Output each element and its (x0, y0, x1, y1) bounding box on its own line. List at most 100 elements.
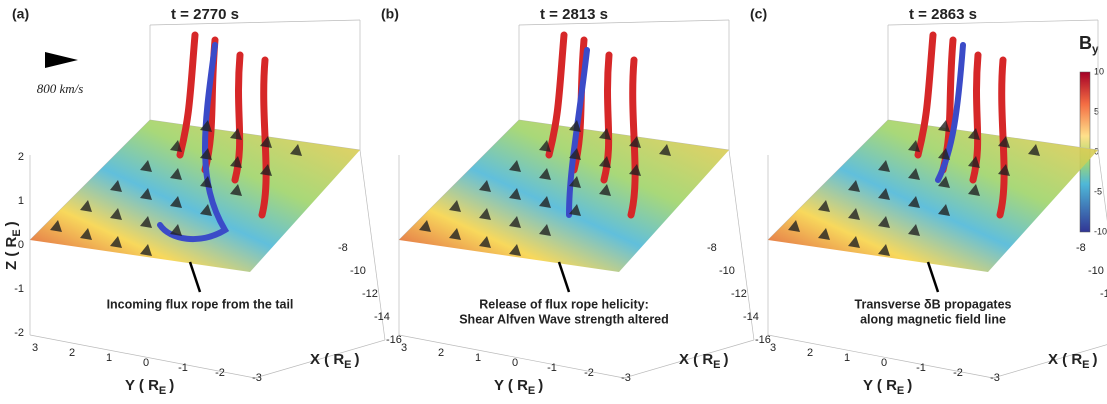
velocity-cone (659, 144, 671, 156)
velocity-cone (170, 196, 182, 208)
x-tick-label: -12 (362, 288, 378, 300)
x-tick-label: -14 (374, 311, 390, 323)
velocity-cone (230, 156, 242, 168)
velocity-cone (140, 160, 152, 172)
frame-line (767, 334, 994, 379)
scale-arrow (45, 52, 78, 68)
velocity-cone (170, 224, 182, 236)
axis-label-text: Y ( R (863, 377, 897, 394)
velocity-cone (938, 148, 950, 160)
y-tick-label: -1 (547, 362, 557, 374)
annotation-arrow (188, 261, 202, 293)
y-tick-label: -3 (252, 372, 262, 384)
velocity-cone (938, 120, 950, 132)
y-tick-label: -2 (953, 367, 963, 379)
colorbar-tick-label: 5 (1094, 106, 1099, 116)
velocity-cone (818, 200, 830, 212)
velocity-cone (848, 208, 860, 220)
x-tick-label: -12 (1100, 288, 1107, 300)
velocity-cone (509, 160, 521, 172)
panel-title: t = 2813 s (540, 6, 608, 23)
frame-line (518, 19, 730, 26)
velocity-cone (998, 136, 1010, 148)
axis-label: Z ( RE) (3, 221, 23, 270)
axis-label-sub: E (528, 385, 535, 397)
velocity-cone (968, 184, 980, 196)
velocity-cone (569, 120, 581, 132)
axis-label-text: X ( R (310, 351, 344, 368)
velocity-cone (80, 228, 92, 240)
panel-label: (a) (12, 6, 29, 22)
panel-label: (b) (381, 6, 399, 22)
x-tick-label: -16 (386, 334, 402, 346)
field-plane (399, 120, 729, 272)
frame-line (359, 149, 386, 341)
velocity-cone (80, 200, 92, 212)
z-tick-label: -2 (14, 327, 24, 339)
velocity-cone (569, 204, 581, 216)
velocity-cone (629, 164, 641, 176)
velocity-cone (140, 216, 152, 228)
velocity-cone (539, 196, 551, 208)
velocity-cone (968, 128, 980, 140)
axis-label-text: Y ( R (125, 377, 159, 394)
velocity-cone (200, 120, 212, 132)
velocity-cone (140, 188, 152, 200)
y-tick-label: -1 (916, 362, 926, 374)
velocity-cone (479, 236, 491, 248)
frame-line (149, 19, 361, 26)
velocity-cone (50, 220, 62, 232)
colorbar-title: By (1079, 33, 1099, 56)
y-tick-label: -2 (215, 367, 225, 379)
axis-label: Y ( RE) (125, 377, 174, 397)
panel-title: t = 2863 s (909, 6, 977, 23)
velocity-cone (788, 220, 800, 232)
y-tick-label: 2 (807, 347, 813, 359)
velocity-cone (230, 184, 242, 196)
y-tick-label: 2 (69, 347, 75, 359)
velocity-cone (419, 220, 431, 232)
scale-label: 800 km/s (37, 81, 84, 96)
velocity-cone (170, 140, 182, 152)
y-tick-label: 2 (438, 347, 444, 359)
velocity-cone (200, 176, 212, 188)
labels: Y ( RE)X ( RE) (863, 351, 1098, 397)
panel: (b) t = 2813 s Release of flux rope helici… (381, 6, 771, 384)
frame-line (254, 339, 386, 379)
axis-label-close: ) (538, 377, 543, 394)
velocity-cone (878, 188, 890, 200)
velocity-cone (569, 148, 581, 160)
z-tick-label: -1 (14, 283, 24, 295)
velocity-cone (170, 168, 182, 180)
velocity-cone (629, 136, 641, 148)
velocity-cone (509, 244, 521, 256)
axis-label-close: ) (1093, 351, 1098, 368)
axis-label-text: Y ( R (494, 377, 528, 394)
annotation: Incoming flux rope from the tail (107, 297, 294, 311)
annotation: Shear Alfven Wave strength altered (459, 312, 669, 326)
y-tick-label: -2 (584, 367, 594, 379)
y-tick-label: 1 (106, 352, 112, 364)
velocity-cone (878, 244, 890, 256)
labels: Y ( RE)X ( RE)Z ( RE) (3, 221, 360, 397)
field-line-red (996, 56, 1008, 219)
velocity-cone (599, 184, 611, 196)
velocity-cone (908, 224, 920, 236)
velocity-cone (938, 176, 950, 188)
panel-label: (c) (750, 6, 767, 22)
axis-label-close: ) (724, 351, 729, 368)
annotation: along magnetic field line (860, 312, 1006, 326)
annotation-arrow (557, 261, 571, 293)
velocity-cone (200, 148, 212, 160)
velocity-cone (539, 140, 551, 152)
velocity-cone (140, 244, 152, 256)
velocity-cone (539, 168, 551, 180)
annotation: Transverse δB propagates (855, 297, 1012, 311)
velocity-cone (449, 228, 461, 240)
velocity-cone (110, 180, 122, 192)
velocity-cone (818, 228, 830, 240)
y-tick-label: 1 (475, 352, 481, 364)
frame-line (992, 344, 1107, 379)
frame-line (398, 334, 625, 379)
